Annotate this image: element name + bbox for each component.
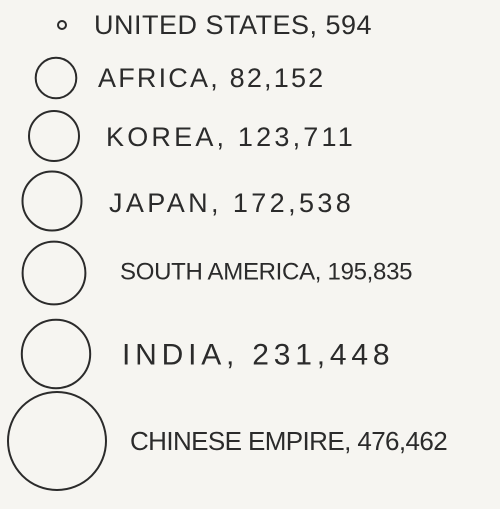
circle-united-states (57, 20, 67, 30)
label-korea: KOREA, 123,711 (106, 122, 356, 152)
label-india: INDIA, 231,448 (122, 339, 394, 372)
chart-rows: UNITED STATES, 594 AFRICA, 82,152 KOREA, 1… (7, 10, 448, 491)
circle-japan (21, 170, 83, 232)
label-south-america: SOUTH AMERICA, 195,835 (120, 259, 412, 286)
circle-india (20, 318, 92, 390)
circle-south-america (21, 240, 87, 306)
label-chinese-empire: CHINESE EMPIRE, 476,462 (130, 426, 447, 456)
circle-africa (34, 56, 78, 100)
label-japan: JAPAN, 172,538 (109, 188, 354, 218)
circle-chinese-empire (7, 391, 107, 491)
label-united-states: UNITED STATES, 594 (94, 10, 372, 40)
circle-korea (28, 110, 80, 162)
label-africa: AFRICA, 82,152 (98, 63, 325, 93)
